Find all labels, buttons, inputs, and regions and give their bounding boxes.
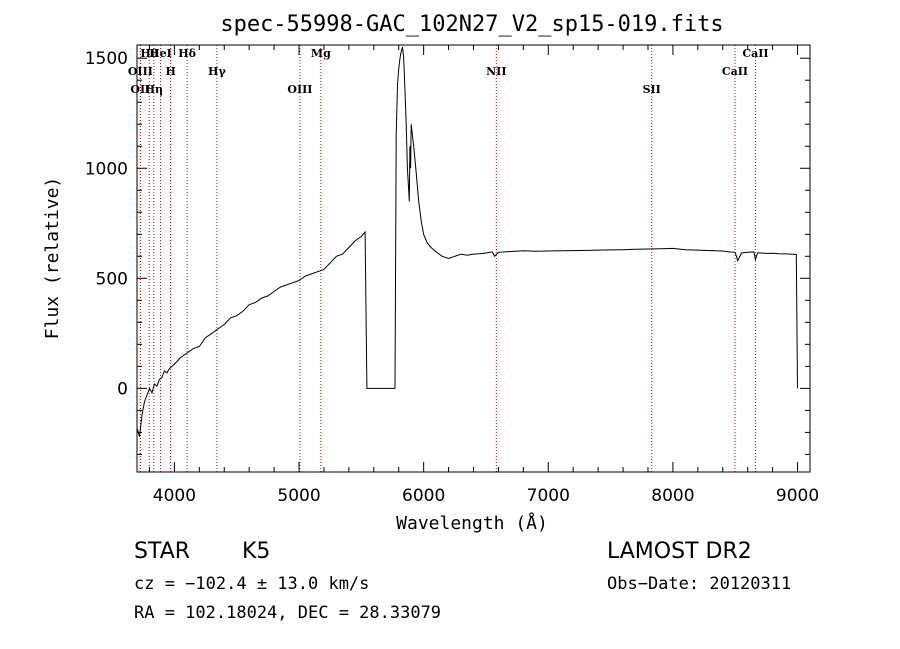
- y-tick-label: 1000: [85, 159, 128, 179]
- spectral-line-label: Hδ: [178, 47, 196, 60]
- x-tick-label: 4000: [153, 486, 196, 506]
- x-tick-label: 9000: [776, 486, 819, 506]
- y-tick-label: 500: [96, 269, 128, 289]
- spectral-line-label: OIII: [128, 65, 153, 78]
- object-class: STAR: [134, 539, 191, 564]
- object-subclass: K5: [242, 539, 271, 564]
- x-tick-label: 7000: [527, 486, 570, 506]
- spectral-line-label: Mg: [311, 47, 331, 60]
- spectrum-series-line: [136, 47, 798, 437]
- y-tick-label: 0: [117, 379, 128, 399]
- spectral-line-label: Hθ: [140, 47, 158, 60]
- observation-date: Obs−Date: 20120311: [607, 574, 792, 594]
- spectral-line-label: Hη: [145, 83, 163, 96]
- spectral-line-label: NII: [486, 65, 506, 78]
- chart-title: spec-55998-GAC_102N27_V2_sp15-019.fits: [220, 12, 723, 37]
- spectral-line-label: CaII: [722, 65, 748, 78]
- plot-frame: [136, 44, 811, 473]
- x-tick-label: 5000: [277, 486, 320, 506]
- x-tick-label: 8000: [651, 486, 694, 506]
- spectral-line-label: OIII: [287, 83, 312, 96]
- redshift-velocity: cz = −102.4 ± 13.0 km/s: [134, 574, 370, 594]
- y-tick-label: 1500: [85, 49, 128, 69]
- axis-ticks-layer: 4000 5000 6000 7000 8000 9000 0 500 1000 1500: [85, 45, 819, 506]
- y-axis-label: Flux (relative): [42, 177, 63, 340]
- spectral-line-label: SII: [643, 83, 661, 96]
- survey-label: LAMOST DR2: [607, 539, 752, 564]
- spectral-line-label: HeI: [149, 47, 172, 60]
- spectral-line-label: OII: [130, 83, 150, 96]
- spectral-line-label: Hγ: [208, 65, 226, 78]
- spectral-lines-layer: Hθ H OII HeI OIII Hη Hδ Hγ OIII Mg NII SII CaII CaII: [128, 45, 769, 472]
- sky-coordinates: RA = 102.18024, DEC = 28.33079: [134, 603, 442, 623]
- spectral-line-label: H: [165, 65, 175, 78]
- x-tick-label: 6000: [402, 486, 445, 506]
- x-axis-label: Wavelength (Å): [396, 512, 548, 534]
- spectral-line-label: CaII: [742, 47, 768, 60]
